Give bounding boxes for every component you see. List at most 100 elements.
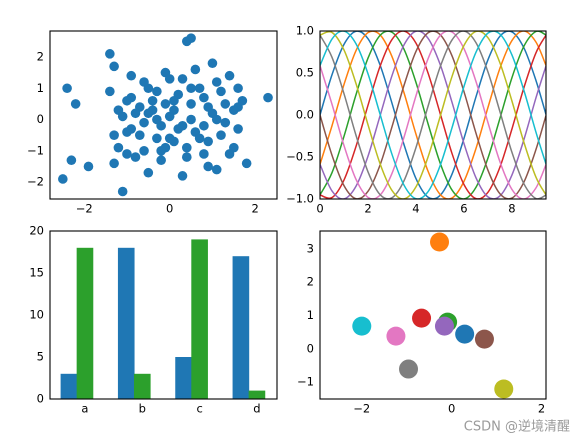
scatter-point <box>160 99 171 109</box>
x-tick-label: 2 <box>538 402 545 416</box>
x-tick-label: 2 <box>364 202 371 216</box>
scatter-point <box>152 133 162 144</box>
scatter-point <box>117 186 128 197</box>
line <box>320 31 546 199</box>
scatter-point <box>352 316 372 336</box>
subplot: −1 0 1 2 3 −2 0 2 <box>297 230 547 416</box>
scatter-point <box>494 379 514 399</box>
scatter-point <box>147 95 158 106</box>
scatter-point <box>126 70 137 81</box>
scatter-point <box>66 155 77 166</box>
scatter-point <box>164 133 175 144</box>
x-tick-label: −2 <box>76 202 93 216</box>
x-tick-label: 6 <box>460 202 467 216</box>
y-tick-label: 15 <box>29 266 44 280</box>
scatter-point <box>224 149 235 159</box>
line <box>320 31 546 199</box>
bar <box>191 239 208 399</box>
line <box>320 31 546 199</box>
scatter-point <box>474 329 494 349</box>
bar <box>248 390 266 399</box>
scatter-point <box>263 92 273 103</box>
plot-area <box>60 239 266 399</box>
scatter-point <box>455 324 475 344</box>
scatter-point <box>130 152 141 162</box>
bar <box>76 247 94 399</box>
scatter-point <box>164 74 175 84</box>
scatter-point <box>181 142 192 153</box>
scatter-point <box>109 130 119 140</box>
y-tick-label: −1.0 <box>286 192 314 206</box>
x-tick-label: a <box>81 402 88 416</box>
x-tick-label: 4 <box>412 202 419 216</box>
scatter-point <box>199 120 209 131</box>
scatter-point <box>177 120 188 131</box>
scatter-point <box>229 105 239 115</box>
scatter-point <box>412 308 432 328</box>
axes-frame <box>49 30 278 200</box>
scatter-point <box>181 152 192 162</box>
x-tick-label: b <box>139 402 146 416</box>
scatter-point <box>211 114 222 125</box>
scatter-point <box>139 146 149 156</box>
scatter-point <box>130 108 141 119</box>
plot-area <box>58 33 273 197</box>
x-tick-label: 8 <box>508 202 515 216</box>
y-tick-label: 20 <box>29 224 44 238</box>
scatter-point <box>207 58 218 69</box>
y-tick-label: 1 <box>37 81 44 95</box>
y-tick-label: 1 <box>307 308 314 322</box>
scatter-point <box>113 142 124 153</box>
x-tick-label: 0 <box>316 202 323 216</box>
scatter-point <box>199 92 209 103</box>
axes-frame <box>319 30 547 200</box>
scatter-point <box>216 86 226 97</box>
subplot: −1.0 −0.5 0.0 0.5 1.0 0 2 4 6 8 <box>286 24 547 216</box>
y-tick-label: −1 <box>27 143 44 157</box>
scatter-point <box>190 64 201 75</box>
scatter-point <box>122 95 132 106</box>
y-tick-label: 5 <box>37 350 44 364</box>
scatter-point <box>186 33 196 43</box>
scatter-point <box>220 99 231 109</box>
y-tick-label: −2 <box>27 175 44 189</box>
scatter-point <box>105 86 115 97</box>
bar <box>60 373 78 399</box>
scatter-point <box>109 158 119 169</box>
scatter-point <box>156 155 166 166</box>
scatter-point <box>143 167 154 178</box>
y-tick-label: −1 <box>297 375 314 389</box>
y-tick-label: 0 <box>307 341 314 355</box>
watermark: CSDN @逆境清醒 <box>464 419 570 435</box>
scatter-point <box>156 146 166 156</box>
bar <box>133 373 151 399</box>
scatter-point <box>70 99 81 109</box>
plot-area <box>352 232 514 399</box>
scatter-point <box>177 74 188 84</box>
scatter-point <box>139 117 149 128</box>
scatter-point <box>203 161 213 172</box>
x-tick-label: −2 <box>353 402 370 416</box>
scatter-point <box>241 158 252 169</box>
x-tick-label: d <box>253 402 260 416</box>
subplot: 0 5 10 15 20 a b c d <box>29 224 278 416</box>
scatter-point <box>399 359 419 379</box>
scatter-point <box>199 149 209 159</box>
scatter-point <box>62 83 72 94</box>
y-tick-label: 2 <box>307 275 314 289</box>
scatter-point <box>143 108 154 119</box>
x-tick-label: 0 <box>448 402 455 416</box>
axes-frame <box>319 230 547 400</box>
scatter-point <box>203 136 213 147</box>
scatter-point <box>194 133 205 144</box>
scatter-point <box>220 117 231 128</box>
scatter-point <box>117 111 128 122</box>
scatter-point <box>386 326 406 346</box>
line <box>320 31 546 199</box>
x-tick-label: c <box>196 402 202 416</box>
scatter-point <box>58 174 68 184</box>
scatter-point <box>105 49 115 59</box>
scatter-point <box>134 130 145 140</box>
bar <box>175 357 192 399</box>
